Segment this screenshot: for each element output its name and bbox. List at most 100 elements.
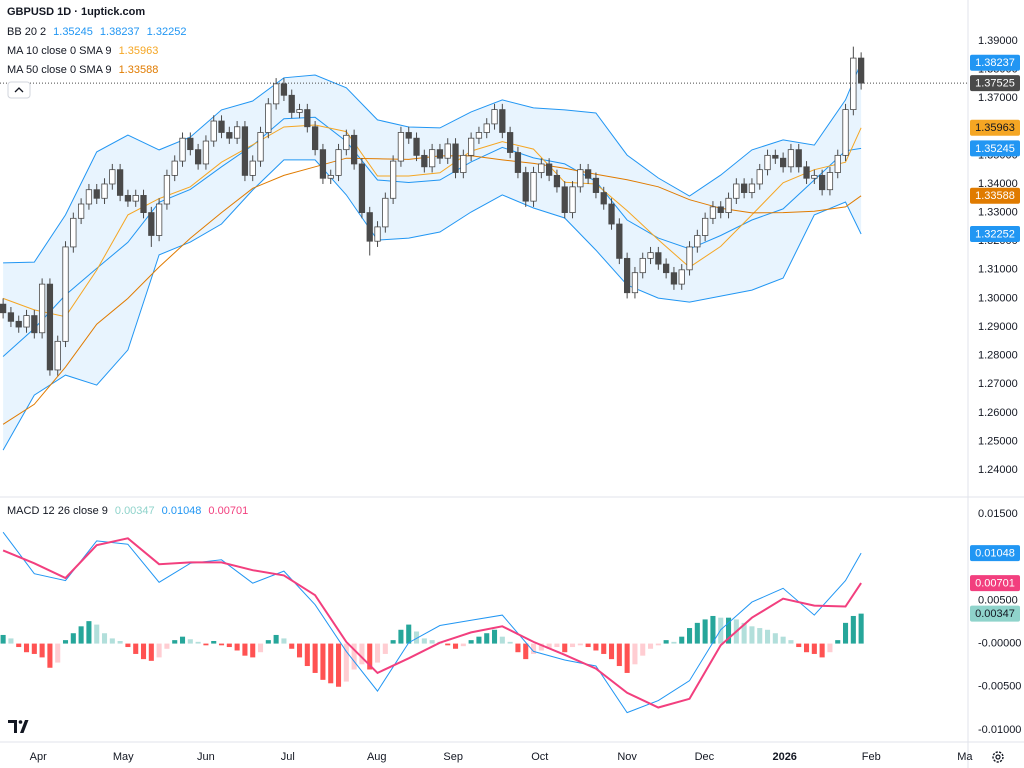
histogram-bar [476,636,482,644]
y-tick-label: 0.00500 [978,594,1018,606]
candle-body [647,252,654,259]
histogram-bar [655,643,661,646]
legend-label: MACD 12 26 close 9 [7,505,108,517]
candle-body [38,283,46,334]
price-badge-label: 0.00347 [975,608,1015,620]
y-tick-label: 1.31000 [978,264,1018,276]
candle-body [467,137,475,156]
histogram-bar [382,643,388,654]
candle-body [475,132,483,139]
x-tick-label: Feb [862,751,881,763]
candle-body [179,137,186,162]
histogram-bar [234,643,240,651]
candle-body [343,134,350,151]
candle-body [46,283,54,371]
candle-body [686,246,693,271]
candle-body [241,126,249,176]
legend-label: MA 50 close 0 SMA 9 [7,64,112,76]
histogram-bar [125,643,131,648]
histogram-bar [686,628,693,644]
price-badge [970,54,1020,71]
candle-body [460,154,467,173]
price-badge-label: 1.35963 [975,122,1015,134]
axis-layer: 1.24000 1.25000 1.26000 1.27000 1.28000 1.290… [30,35,1022,763]
candle-body [787,149,795,168]
x-tick-label: Sep [443,751,463,763]
candle-body [85,189,93,205]
candle-body [834,154,841,173]
histogram-bar [374,643,381,663]
histogram-bar [647,643,654,649]
histogram-bar [484,633,490,644]
legend-value: 1.35245 [53,26,93,38]
histogram-bar [702,619,708,644]
histogram-bar [351,643,357,670]
x-tick-label: Jun [197,751,215,763]
histogram-bar [312,643,318,673]
histogram-bar [281,638,287,644]
logo[interactable] [8,720,29,733]
histogram-bar [569,643,576,648]
histogram-bar [289,643,295,649]
candle-body [233,126,241,139]
y-tick-label: 1.26000 [978,407,1018,419]
histogram-bar [16,643,22,648]
x-tick-label: Dec [695,751,715,763]
candle-body [655,252,662,265]
histogram-bar [523,643,529,660]
collapse-icon[interactable] [14,87,24,93]
candle-body [733,183,740,199]
band-line [2,159,862,451]
histogram-bar [811,643,817,654]
histogram-bar [468,640,474,644]
candle-body [811,174,818,179]
histogram-bar [343,643,349,682]
x-tick-label: Apr [30,751,47,763]
histogram-bar [187,639,193,644]
histogram-bar [710,615,716,644]
candle-body [155,203,163,236]
histogram-bar [78,626,84,644]
histogram-bar [296,643,303,658]
logo-dot[interactable] [18,720,23,724]
histogram-bar [195,641,201,644]
logo-mark[interactable] [8,720,29,733]
histogram-bar [765,629,771,644]
y-tick-label: 1.33000 [978,206,1018,218]
candle-body [538,163,545,173]
x-tick-label: May [113,751,134,763]
x-tick-label: Oct [531,751,548,763]
histogram-bar [835,640,841,644]
histogram-bar [780,636,786,644]
legend-value: 1.33588 [119,64,159,76]
candle-body [428,149,436,168]
collapse-button[interactable] [7,81,31,99]
candle-body [382,197,389,228]
candle-body [577,169,584,188]
candle-body [226,132,233,139]
candle-body [374,226,381,242]
candle-body [819,174,826,191]
histogram-bar [328,643,334,684]
gear-outer[interactable] [992,751,1004,763]
histogram-bar [749,626,755,644]
histogram-bar [663,640,669,644]
candle-body [23,315,30,328]
collapse-button-frame[interactable] [7,81,31,99]
legend-label: MA 10 close 0 SMA 9 [7,45,112,57]
candle-body [218,120,225,133]
price-badge-label: 0.00701 [975,577,1015,589]
histogram-bar [55,643,61,663]
candle-body [694,235,701,248]
candle-body [163,174,171,205]
histogram-bar [242,643,248,656]
candle-body [592,177,600,193]
settings-button[interactable] [992,751,1004,763]
histogram-bar [164,643,170,649]
candle-body [148,212,155,236]
signal-line [2,537,862,709]
candle-body [756,169,763,185]
histogram-bar [23,643,30,653]
gear-inner[interactable] [995,754,1001,760]
histogram-bar [94,624,100,644]
